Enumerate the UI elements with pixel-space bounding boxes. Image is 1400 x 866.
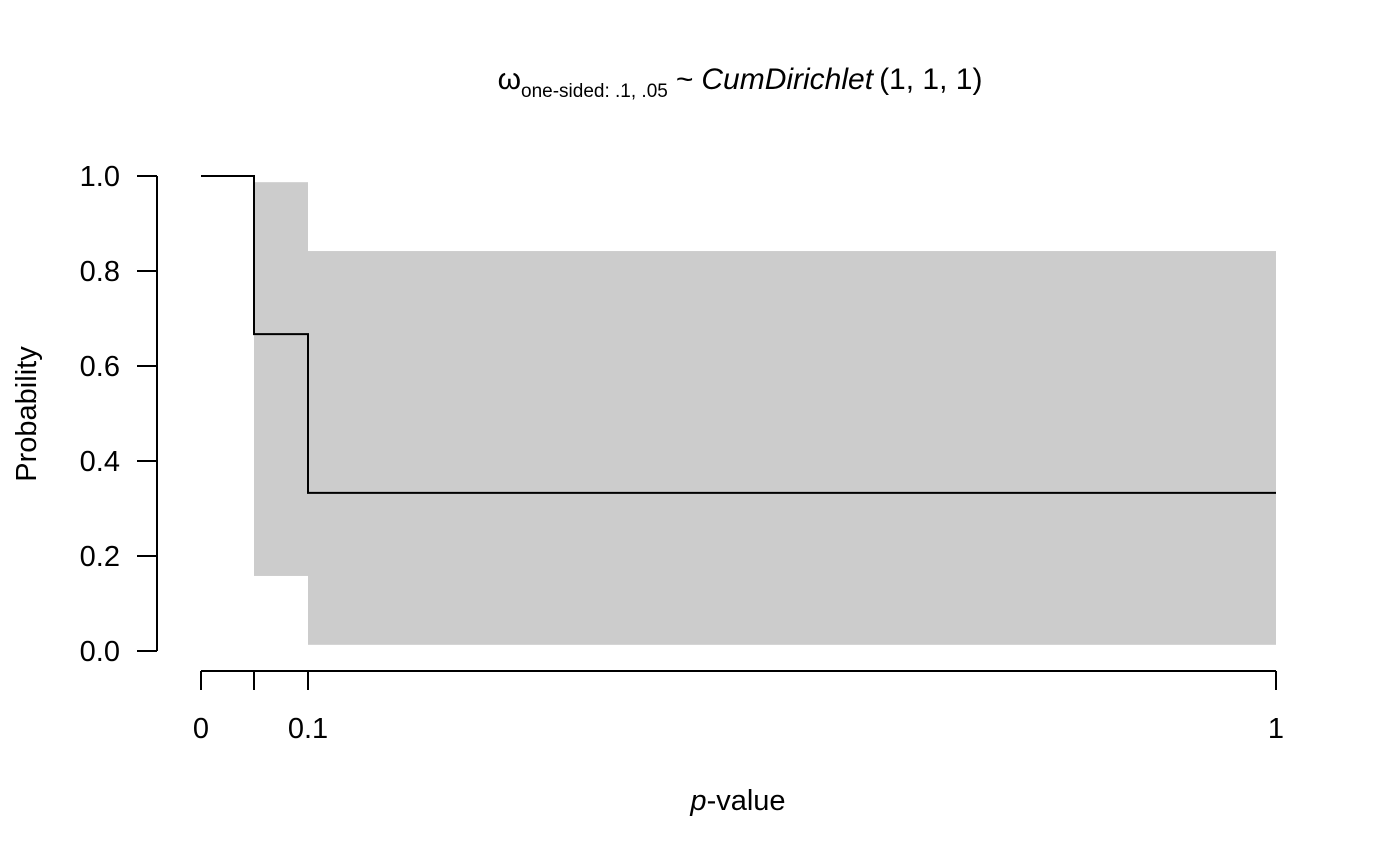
y-tick-label: 1.0: [80, 161, 120, 193]
title-symbol: ω: [498, 63, 521, 96]
x-axis-title: p-value: [689, 785, 785, 817]
x-tick-label: 1: [1268, 713, 1284, 745]
title-distribution: CumDirichlet: [701, 63, 874, 96]
credible-band-2: [254, 182, 308, 576]
y-tick-label: 0.0: [80, 636, 120, 668]
x-tick-label: 0: [193, 713, 209, 745]
y-tick-label: 0.4: [80, 446, 120, 478]
y-tick-label: 0.6: [80, 351, 120, 383]
y-tick-label: 0.8: [80, 256, 120, 288]
x-axis: 0 0.1 1: [193, 670, 1284, 745]
title-params: (1, 1, 1): [879, 63, 982, 96]
x-tick-label: 0.1: [288, 713, 328, 745]
credible-bands: [254, 182, 1276, 645]
y-axis: 0.0 0.2 0.4 0.6 0.8 1.0: [80, 161, 158, 668]
title-tilde: ~: [676, 63, 694, 96]
mean-step-path: [201, 175, 1276, 494]
y-tick-label: 0.2: [80, 541, 120, 573]
credible-band-3: [308, 251, 1276, 645]
x-axis-title-italic: p: [689, 785, 706, 817]
y-axis-title: Probability: [11, 346, 43, 482]
mean-step-line: [201, 175, 1276, 494]
title-subscript: one-sided: .1, .05: [521, 81, 668, 102]
x-axis-title-rest: -value: [707, 785, 786, 817]
chart-title: ωone-sided: .1, .05 ~ CumDirichlet (1, 1, 1…: [498, 63, 983, 102]
